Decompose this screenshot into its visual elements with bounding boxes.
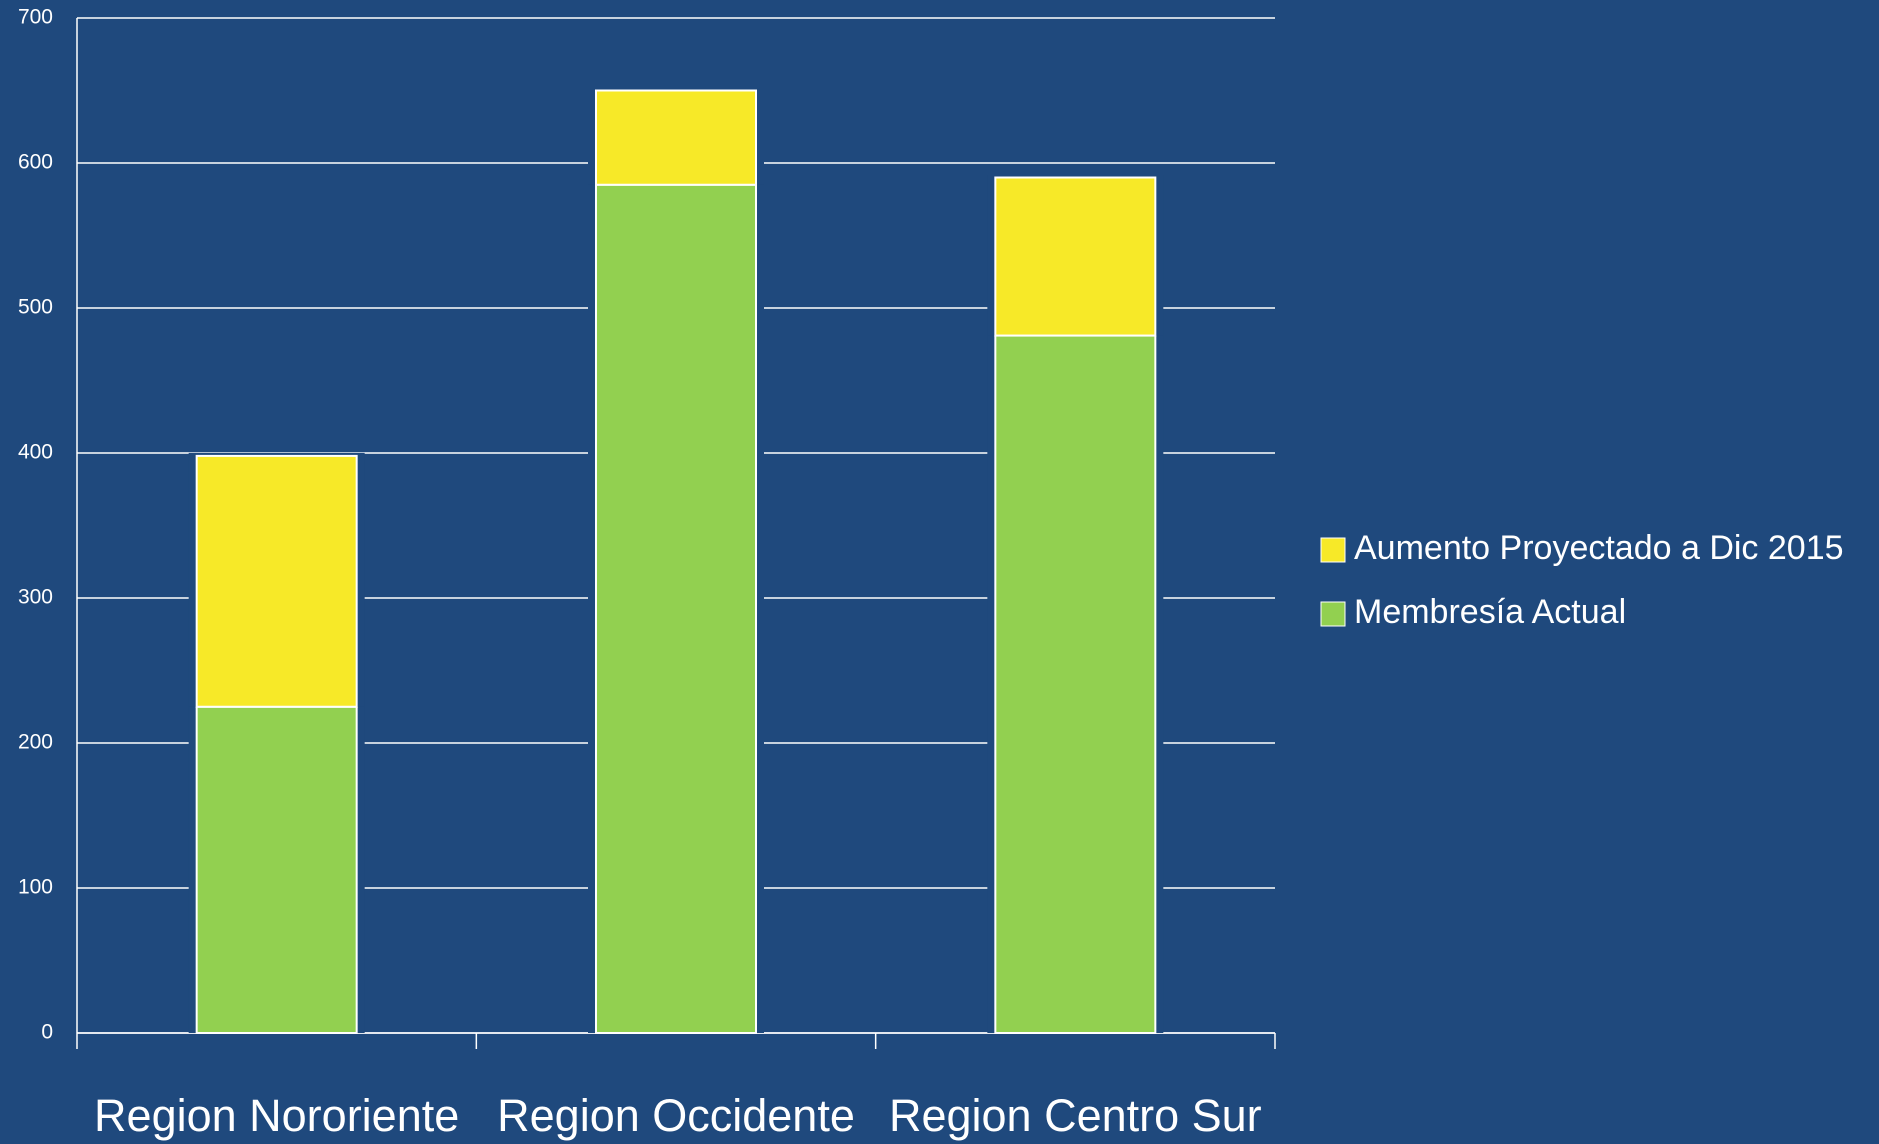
x-tick-label: Region Centro Sur	[889, 1090, 1262, 1141]
y-tick-label: 300	[18, 586, 53, 609]
y-tick-label: 400	[18, 441, 53, 464]
x-tick-label: Region Occidente	[497, 1090, 855, 1141]
y-tick-label: 600	[18, 151, 53, 174]
legend-label: Membresía Actual	[1354, 593, 1626, 631]
bar	[994, 176, 1157, 337]
y-tick-label: 200	[18, 731, 53, 754]
bar	[994, 334, 1157, 1034]
legend-label: Aumento Proyectado a Dic 2015	[1354, 529, 1844, 567]
bar	[195, 705, 358, 1034]
y-tick-label: 100	[18, 876, 53, 899]
y-tick-label: 700	[18, 6, 53, 29]
bar	[595, 89, 757, 186]
legend-swatch	[1320, 537, 1346, 563]
x-tick-label: Region Nororiente	[94, 1090, 459, 1141]
legend-swatch	[1320, 601, 1346, 627]
bar	[595, 183, 757, 1034]
y-tick-label: 500	[18, 296, 53, 319]
y-tick-label: 0	[41, 1021, 53, 1044]
bar	[195, 454, 358, 708]
